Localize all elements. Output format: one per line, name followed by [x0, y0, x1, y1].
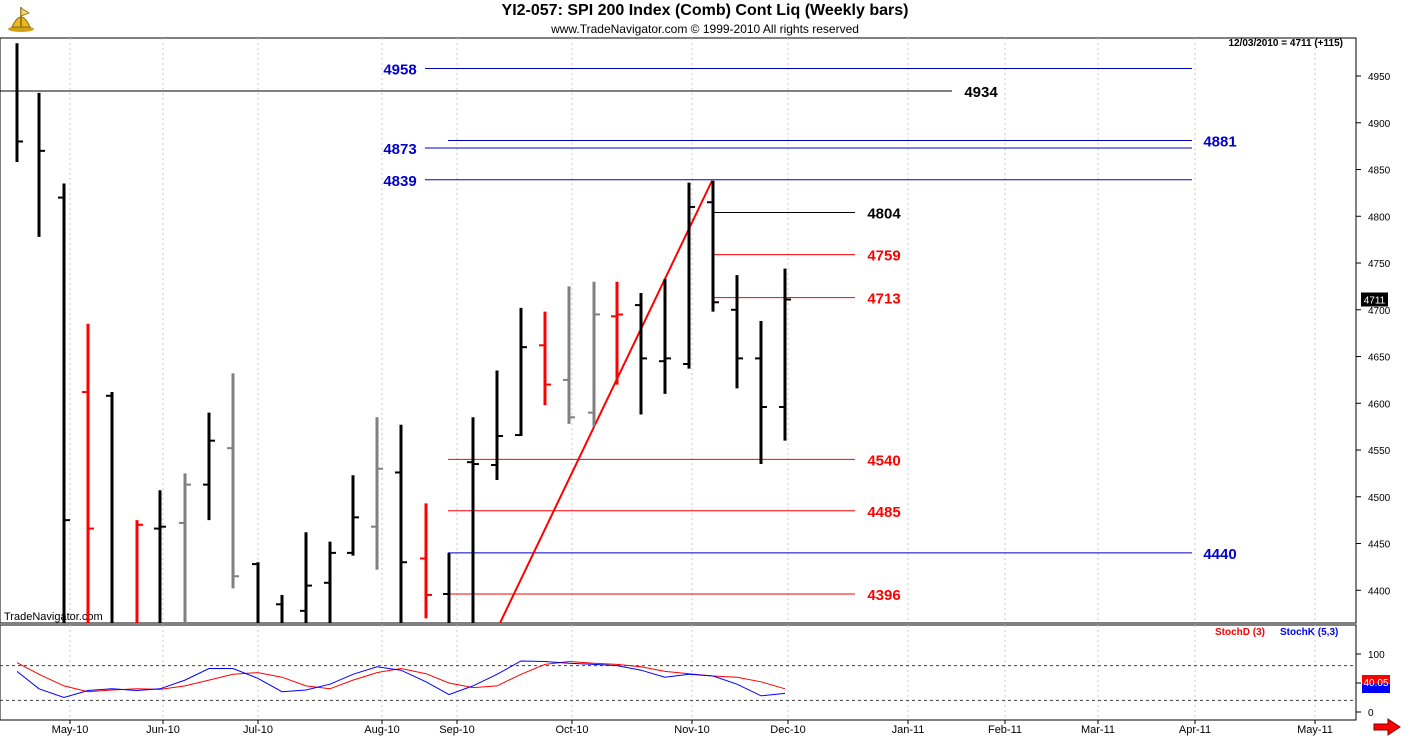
y-tick-label: 4500 — [1368, 493, 1391, 504]
trade-navigator-logo-icon — [8, 7, 34, 32]
x-tick-label: Sep-10 — [439, 724, 474, 736]
level-label: 4713 — [867, 291, 900, 308]
y-tick-label: 4550 — [1368, 446, 1391, 457]
trendline — [499, 180, 713, 624]
y-tick-label: 4750 — [1368, 259, 1391, 270]
x-tick-label: Jun-10 — [146, 724, 180, 736]
y-tick-label: 4800 — [1368, 212, 1391, 223]
chart-title: YI2-057: SPI 200 Index (Comb) Cont Liq (… — [501, 2, 909, 19]
level-label: 4485 — [867, 504, 900, 521]
x-tick-label: Mar-11 — [1081, 724, 1115, 736]
x-tick-label: May-11 — [1297, 724, 1333, 736]
level-label: 4396 — [867, 587, 900, 604]
x-tick-label: Dec-10 — [770, 724, 805, 736]
stoch-d-legend: StochD (3) — [1215, 627, 1265, 638]
x-tick-label: Apr-11 — [1179, 724, 1211, 736]
last-price-box — [1361, 292, 1388, 307]
x-tick-label: Jan-11 — [892, 724, 925, 736]
y-tick-label: 4700 — [1368, 306, 1391, 317]
level-label: 4881 — [1203, 134, 1236, 151]
x-tick-label: Aug-10 — [364, 724, 399, 736]
level-label: 4934 — [964, 84, 998, 101]
scroll-right-arrow-icon[interactable] — [1372, 718, 1402, 736]
level-label: 4873 — [383, 141, 416, 158]
y-tick-label: 4950 — [1368, 72, 1391, 83]
x-tick-label: Oct-10 — [555, 724, 588, 736]
x-tick-label: Feb-11 — [988, 724, 1022, 736]
main-plot-frame — [0, 37, 1357, 624]
x-tick-label: Jul-10 — [243, 724, 273, 736]
y-tick-label: 4900 — [1368, 119, 1391, 130]
level-label: 4540 — [867, 452, 900, 469]
x-tick-label: May-10 — [52, 724, 89, 736]
stochastic-y-tick-label: 100 — [1368, 650, 1385, 661]
y-tick-label: 4600 — [1368, 399, 1391, 410]
y-tick-label: 4850 — [1368, 166, 1391, 177]
status-line: 12/03/2010 = 4711 (+115) — [1228, 38, 1343, 49]
x-tick-label: Nov-10 — [674, 724, 709, 736]
last-price-label: 4711 — [1364, 295, 1386, 306]
stoch-k-line — [16, 660, 786, 699]
stoch-k-legend: StochK (5,3) — [1280, 627, 1338, 638]
level-label: 4440 — [1203, 546, 1236, 563]
y-tick-label: 4650 — [1368, 353, 1391, 364]
watermark-text: TradeNavigator.com — [4, 611, 103, 623]
level-label: 4958 — [383, 62, 416, 79]
stoch-last-value-label: 40.05 — [1363, 678, 1388, 689]
chart-subtitle: www.TradeNavigator.com © 1999-2010 All r… — [551, 22, 859, 36]
y-tick-label: 4450 — [1368, 540, 1391, 551]
stoch-d-line — [16, 660, 786, 693]
y-tick-label: 4400 — [1368, 586, 1391, 597]
level-label: 4804 — [867, 206, 901, 223]
level-label: 4839 — [383, 173, 416, 190]
stochastic-y-tick-label: 0 — [1368, 708, 1374, 719]
stoch-last-value-box-lower — [1362, 684, 1390, 693]
level-label: 4759 — [867, 248, 900, 265]
